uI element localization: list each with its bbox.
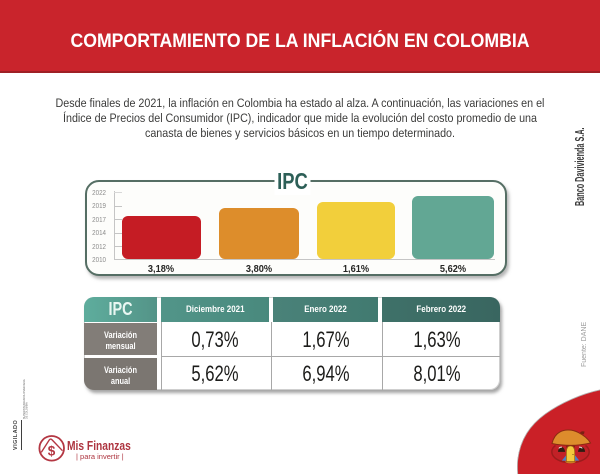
svg-text:$: $ [48, 444, 56, 459]
